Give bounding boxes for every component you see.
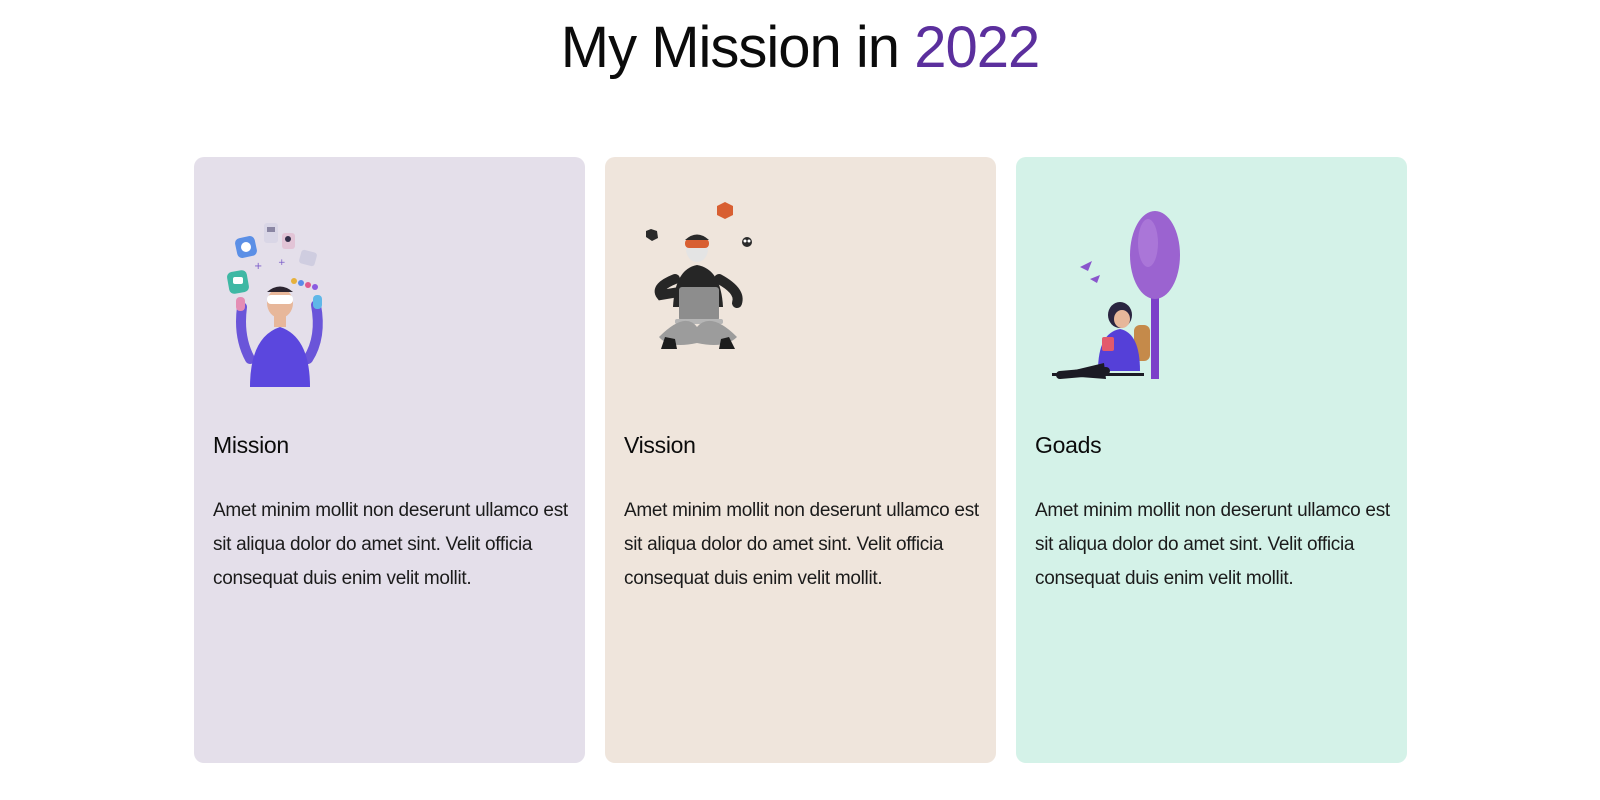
card-title: Vission bbox=[624, 432, 696, 458]
card-title: Mission bbox=[213, 432, 289, 458]
card-description: Amet minim mollit non deserunt ullamco e… bbox=[624, 500, 979, 589]
card-vission: Vission Amet minim mollit non deserunt u… bbox=[605, 157, 996, 763]
person-juggling-apps-icon: + + bbox=[227, 223, 323, 387]
svg-text:+: + bbox=[278, 258, 286, 268]
heading-prefix: My Mission in bbox=[560, 15, 900, 80]
person-vr-laptop-icon bbox=[646, 202, 752, 349]
heading-year: 2022 bbox=[914, 15, 1040, 80]
card-title: Goads bbox=[1035, 432, 1102, 458]
card-description: Amet minim mollit non deserunt ullamco e… bbox=[213, 500, 568, 589]
person-reading-tree-icon bbox=[1052, 211, 1180, 379]
card-mission: + + Mission Amet minim mollit non deseru… bbox=[194, 157, 585, 763]
card-goads: Goads Amet minim mollit non deserunt ull… bbox=[1016, 157, 1407, 763]
card-row: + + Mission Amet minim mollit non deseru… bbox=[194, 157, 1407, 763]
card-description: Amet minim mollit non deserunt ullamco e… bbox=[1035, 500, 1390, 589]
svg-text:+: + bbox=[254, 261, 262, 272]
section-heading: My Mission in 2022 bbox=[0, 10, 1600, 86]
